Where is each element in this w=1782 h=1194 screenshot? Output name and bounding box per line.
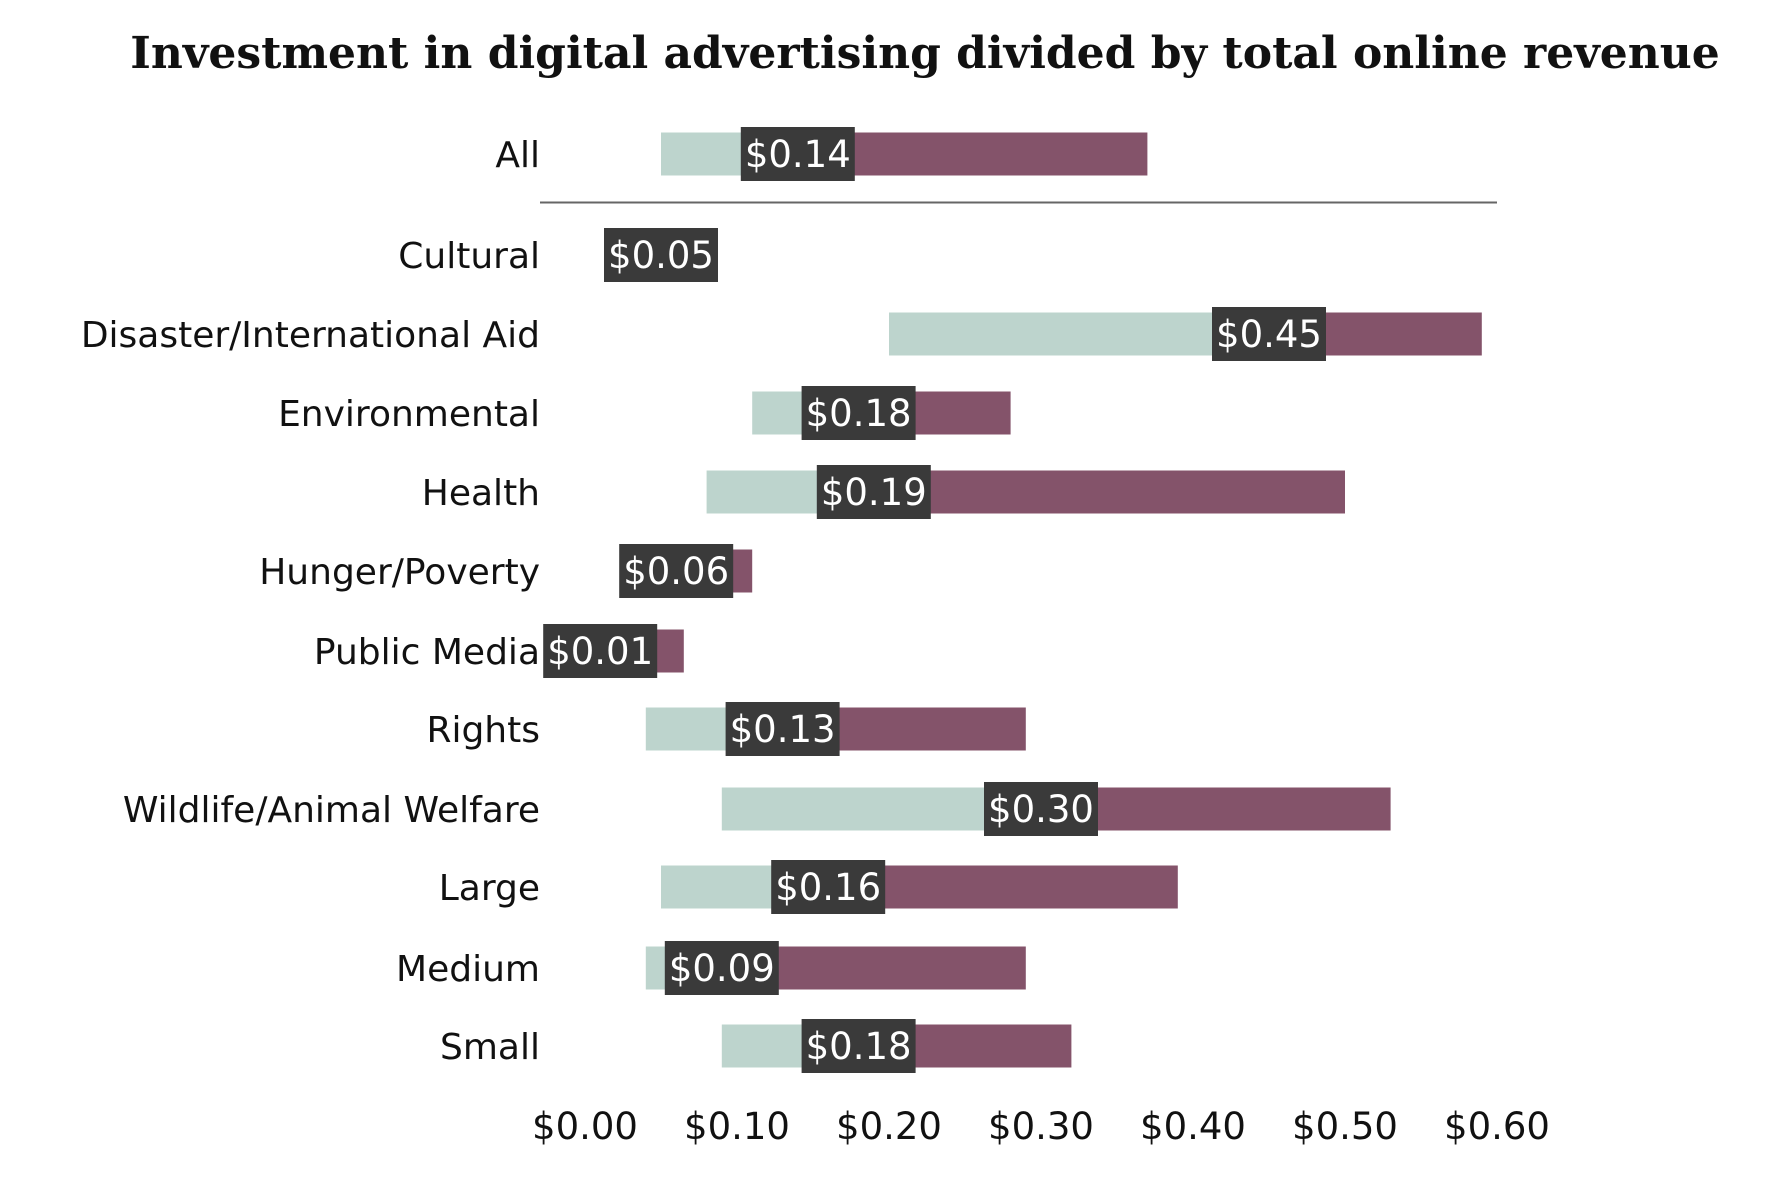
median-box <box>801 386 916 440</box>
category-label: Disaster/International Aid <box>81 315 540 356</box>
median-box <box>604 228 718 282</box>
median-box <box>543 624 658 678</box>
x-tick-label: $0.00 <box>532 1105 638 1148</box>
category-label: Hunger/Poverty <box>259 552 540 593</box>
x-tick-label: $0.20 <box>836 1105 942 1148</box>
x-tick-label: $0.10 <box>684 1105 790 1148</box>
median-box <box>725 702 840 756</box>
category-label: Medium <box>396 949 540 990</box>
low-range-bar <box>889 312 1269 356</box>
category-label: Environmental <box>278 394 540 435</box>
median-box <box>801 1019 916 1073</box>
median-box <box>771 860 886 914</box>
high-range-bar <box>873 470 1345 514</box>
category-label: Health <box>422 473 540 514</box>
median-value-label: $0.13 <box>730 708 836 751</box>
category-label: Small <box>440 1027 540 1068</box>
median-value-label: $0.19 <box>821 471 927 514</box>
category-label: Large <box>439 868 540 909</box>
median-value-label: $0.45 <box>1216 313 1322 356</box>
median-value-label: $0.18 <box>806 1025 912 1068</box>
median-box <box>619 544 734 598</box>
median-value-label: $0.05 <box>608 234 714 277</box>
median-box <box>740 127 855 181</box>
median-value-label: $0.01 <box>547 630 653 673</box>
median-value-label: $0.14 <box>745 133 851 176</box>
category-label: All <box>495 135 540 176</box>
x-tick-label: $0.40 <box>1140 1105 1246 1148</box>
median-value-label: $0.09 <box>669 947 775 990</box>
median-box <box>984 782 1098 836</box>
high-range-bar <box>1041 787 1391 831</box>
x-tick-label: $0.60 <box>1444 1105 1550 1148</box>
chart-title: Investment in digital advertising divide… <box>130 28 1719 79</box>
category-label: Rights <box>426 710 540 751</box>
median-value-label: $0.30 <box>988 788 1094 831</box>
high-range-bar <box>797 132 1148 176</box>
median-value-label: $0.06 <box>623 550 729 593</box>
category-label: Wildlife/Animal Welfare <box>123 790 540 831</box>
category-label: Public Media <box>314 632 540 673</box>
median-box <box>816 465 931 519</box>
x-tick-label: $0.50 <box>1292 1105 1398 1148</box>
high-range-bar <box>828 865 1178 909</box>
median-box <box>1212 307 1326 361</box>
category-label: Cultural <box>398 236 540 277</box>
median-box <box>664 941 779 995</box>
x-tick-label: $0.30 <box>988 1105 1094 1148</box>
plot-area: All $0.14 Cultural $0.05 Disaster/Internatio… <box>81 127 1550 1148</box>
median-value-label: $0.18 <box>806 392 912 435</box>
median-value-label: $0.16 <box>775 866 881 909</box>
